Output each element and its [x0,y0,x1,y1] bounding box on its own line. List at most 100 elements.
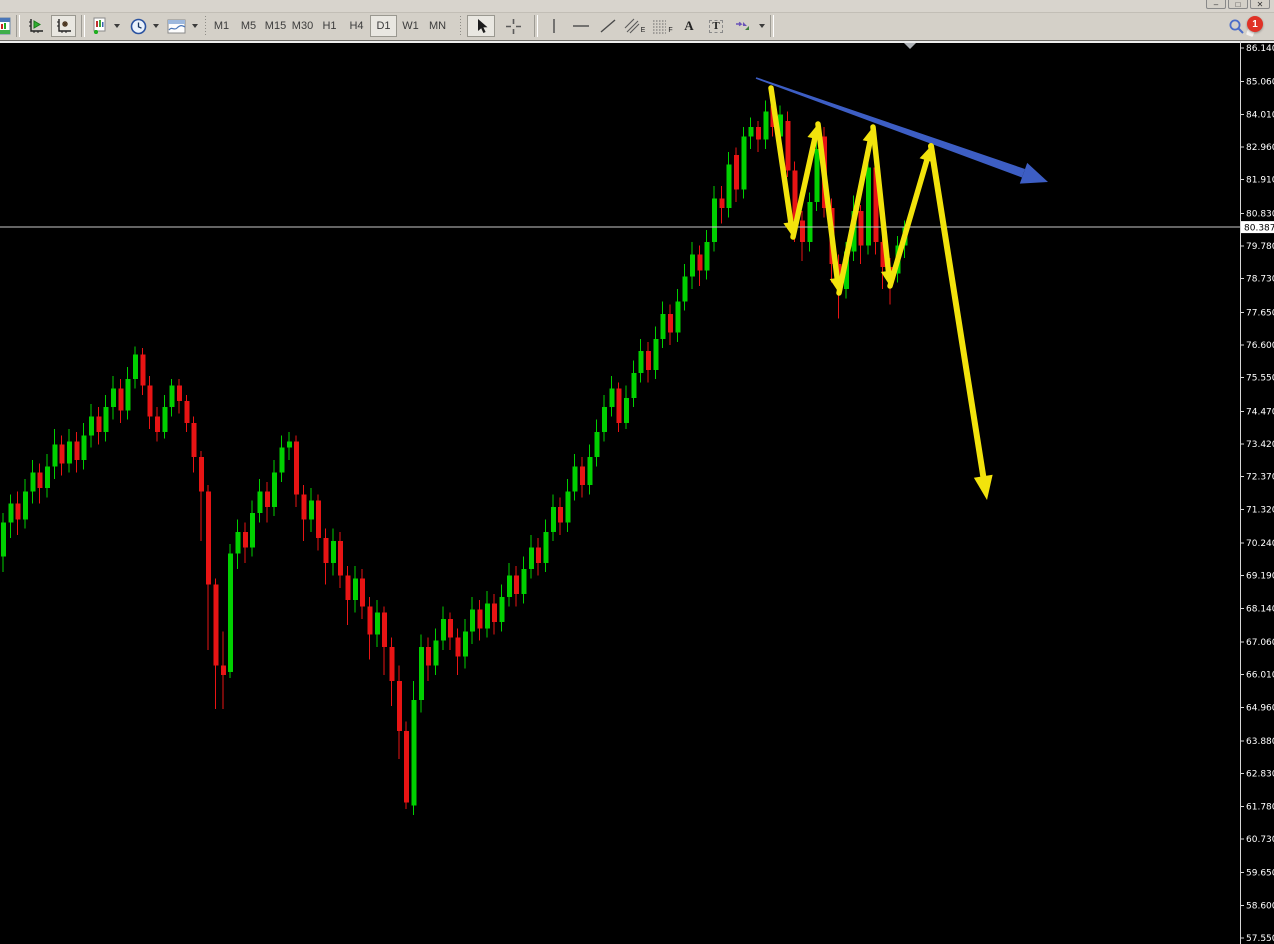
toolbar-separator [81,15,85,37]
clock-icon [130,18,146,34]
equidistant-channel-tool-button[interactable]: E [621,15,648,37]
notification-badge[interactable]: 1 [1247,16,1263,32]
price-axis-label: 61.780 [1246,802,1274,812]
restore-button-icon[interactable]: □ [1228,0,1248,9]
cursor-icon [477,19,487,33]
timeframe-button-M5[interactable]: M5 [235,15,262,37]
new-chart-dropdown[interactable] [111,15,123,37]
timeframe-button-MN[interactable]: MN [424,15,451,37]
timeframe-label: W1 [402,20,419,32]
timeframe-label: M30 [291,20,314,32]
timeframe-button-H1[interactable]: H1 [316,15,343,37]
price-axis-label: 59.650 [1246,869,1274,879]
crosshair-tool-button[interactable] [499,15,527,37]
new-chart-icon [93,17,106,34]
timeframe-label: M1 [213,20,230,32]
price-axis-label: 76.600 [1246,341,1274,351]
toolbar-separator [770,15,774,37]
price-axis-label: 79.780 [1246,242,1274,252]
current-price-box: 80.387 [1241,221,1274,234]
price-axis-label: 85.060 [1246,78,1274,88]
price-axis-label: 72.370 [1246,473,1274,483]
channel-label: E [640,26,646,34]
price-axis-label: 86.140 [1246,44,1274,54]
chart-shift-marker[interactable] [904,43,916,49]
timeframe-button-D1[interactable]: D1 [370,15,397,37]
periods-button[interactable] [126,15,150,37]
notification-count: 1 [1252,18,1258,30]
cursor-tool-button[interactable] [467,15,495,37]
search-button[interactable] [1226,15,1246,37]
arrows-tool-button[interactable] [731,15,755,37]
arrows-dropdown[interactable] [756,15,768,37]
template-chart-icon [167,19,185,33]
price-axis-label: 63.880 [1246,737,1274,747]
timeframe-label: D1 [376,20,391,32]
price-axis-label: 70.240 [1246,539,1274,549]
toolbar: M1 M5 M15 M30 H1 H4 D1 W1 MN [0,13,1274,41]
price-axis-label: 68.140 [1246,604,1274,614]
fibonacci-icon [653,20,667,33]
chart-shift-button[interactable] [51,15,76,37]
price-axis-label: 69.190 [1246,572,1274,582]
text-label-icon: T [709,19,723,33]
price-axis-label: 62.830 [1246,770,1274,780]
minimize-button-icon[interactable]: – [1206,0,1226,9]
toolbar-separator [16,15,20,37]
auto-scroll-icon [28,19,43,33]
price-axis-label: 66.010 [1246,671,1274,681]
trendline-icon [600,19,615,33]
chevron-down-icon [759,24,765,28]
chart-background [0,41,1274,944]
price-axis-label: 73.420 [1246,440,1274,450]
channel-icon [624,18,640,34]
timeframe-label: M5 [240,20,257,32]
chart-shift-icon [56,19,71,33]
timeframe-button-M30[interactable]: M30 [289,15,316,37]
price-axis-label: 57.550 [1246,934,1274,944]
timeframe-bar: M1 M5 M15 M30 H1 H4 D1 W1 MN [208,15,451,37]
vertical-line-tool-button[interactable] [541,15,566,37]
yellow-zigzag-arrows[interactable] [768,85,993,500]
price-axis-label: 60.730 [1246,835,1274,845]
chevron-down-icon [153,24,159,28]
toolbar-separator [534,15,538,37]
arrows-icon [736,21,749,30]
text-tool-icon: A [684,18,694,33]
chevron-down-icon [192,24,198,28]
price-axis-label: 82.960 [1246,143,1274,153]
timeframe-label: MN [428,20,447,32]
timeframe-button-M1[interactable]: M1 [208,15,235,37]
fibonacci-tool-button[interactable]: F [649,15,676,37]
close-button-icon[interactable]: ✕ [1250,0,1270,9]
trendline-tool-button[interactable] [595,15,620,37]
templates-button[interactable] [163,15,189,37]
text-tool-button[interactable]: A [677,15,701,37]
auto-scroll-button[interactable] [23,15,48,37]
crosshair-icon [505,18,521,34]
toolbar-grip[interactable] [204,16,207,36]
timeframe-button-H4[interactable]: H4 [343,15,370,37]
timeframe-button-M15[interactable]: M15 [262,15,289,37]
new-chart-button[interactable] [87,15,111,37]
price-axis-label: 78.730 [1246,275,1274,285]
templates-dropdown[interactable] [189,15,201,37]
periods-dropdown[interactable] [150,15,162,37]
blue-trendline-arrow[interactable] [755,77,1048,184]
price-axis-label: 84.010 [1246,110,1274,120]
timeframe-label: H4 [349,20,364,32]
current-price-value: 80.387 [1244,224,1274,234]
search-icon [1229,19,1244,34]
toolbar-grip[interactable] [459,16,462,36]
text-label-tool-button[interactable]: T [703,15,729,37]
timeframe-label: H1 [322,20,337,32]
price-axis-label: 58.600 [1246,901,1274,911]
price-axis-label: 81.910 [1246,176,1274,186]
timeframe-button-W1[interactable]: W1 [397,15,424,37]
price-axis-label: 75.550 [1246,374,1274,384]
titlebar: – □ ✕ [0,0,1274,13]
horizontal-line-tool-button[interactable] [568,15,593,37]
timeframe-label: M15 [264,20,287,32]
price-axis-label: 71.320 [1246,505,1274,515]
